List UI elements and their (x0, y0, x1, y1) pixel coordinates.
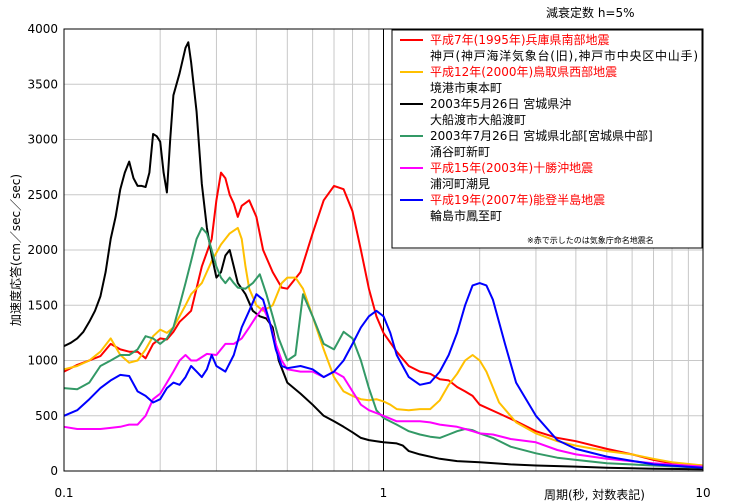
y-tick-label: 2500 (27, 188, 58, 202)
y-tick-labels: 0 500 1000 1500 2000 2500 3000 3500 4000 (27, 22, 58, 478)
series-line-1 (63, 171, 704, 467)
y-axis-label: 加速度応答(cm／sec／sec) (8, 174, 23, 326)
legend-box (391, 29, 703, 249)
y-tick-label: 500 (35, 409, 58, 423)
y-tick-label: 4000 (27, 22, 58, 36)
legend-series-location: 神戸(神戸海洋気象台(旧),神戸市中央区中山手) (430, 48, 698, 63)
series-layer (63, 41, 704, 471)
legend-series-location: 涌谷町新町 (430, 144, 490, 159)
y-tick-label: 0 (50, 464, 58, 478)
series-line-5 (63, 306, 704, 468)
legend-series-location: 境港市東本町 (430, 80, 502, 95)
legend-series-name: 2003年5月26日 宮城県沖 (430, 96, 571, 111)
legend-series-name: 平成7年(1995年)兵庫県南部地震 (430, 32, 610, 47)
y-tick-label: 2000 (27, 243, 58, 257)
y-tick-label: 1000 (27, 354, 58, 368)
x-axis-label: 周期(秒, 対数表記) (544, 487, 645, 502)
plot-frame (63, 28, 704, 472)
x-tick-labels: 0.1 1 10 (54, 486, 710, 500)
y-tick-label: 1500 (27, 298, 58, 312)
legend-series-location: 大船渡市大船渡町 (430, 112, 526, 127)
x-tick-label: 0.1 (54, 486, 73, 500)
series-line-3 (63, 41, 704, 471)
legend: 平成7年(1995年)兵庫県南部地震神戸(神戸海洋気象台(旧),神戸市中央区中山… (391, 29, 703, 249)
series-line-6 (63, 282, 704, 469)
series-line-2 (63, 226, 704, 467)
legend-series-name: 平成12年(2000年)鳥取県西部地震 (430, 64, 617, 79)
legend-note: ※赤で示したのは気象庁命名地震名 (527, 235, 654, 245)
chart-title: 減衰定数 h=5% (546, 5, 635, 20)
x-tick-label: 1 (380, 486, 388, 500)
y-tick-label: 3000 (27, 133, 58, 147)
legend-series-name: 2003年7月26日 宮城県北部[宮城県中部] (430, 128, 653, 143)
legend-series-name: 平成15年(2003年)十勝沖地震 (430, 160, 593, 175)
x-tick-label: 10 (695, 486, 710, 500)
y-tick-label: 3500 (27, 77, 58, 91)
legend-series-name: 平成19年(2007年)能登半島地震 (430, 192, 605, 207)
legend-series-location: 輪島市鳳至町 (430, 208, 502, 223)
legend-series-location: 浦河町潮見 (430, 176, 490, 191)
